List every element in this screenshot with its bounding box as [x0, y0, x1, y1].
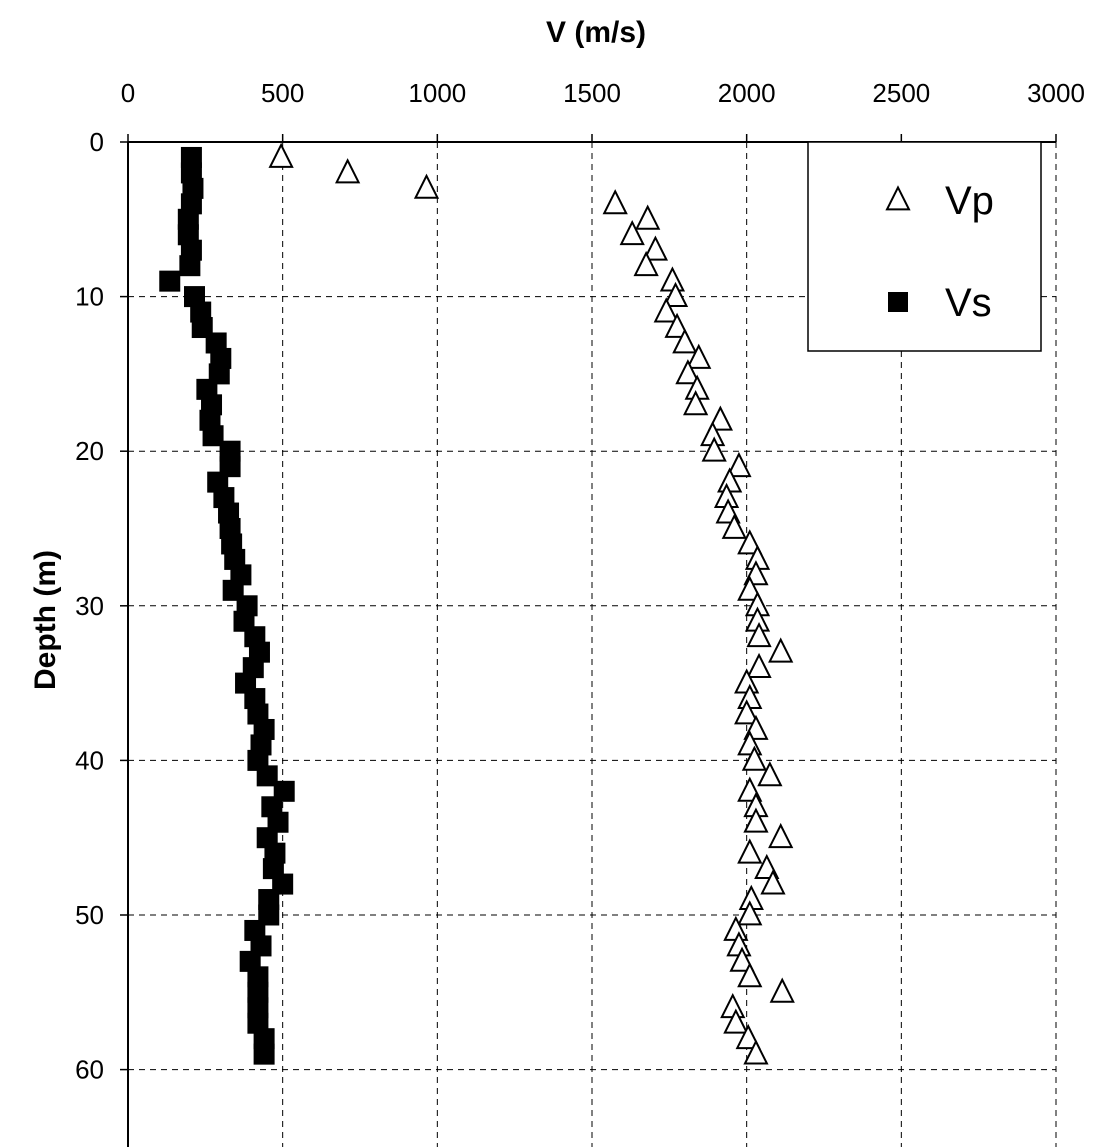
- vp-point: [707, 405, 733, 431]
- vp-point: [737, 900, 763, 926]
- vp-point: [726, 451, 752, 478]
- vp-point: [741, 745, 768, 771]
- x-axis-title: V (m/s): [546, 16, 646, 49]
- vs-point: [202, 425, 224, 447]
- vp-point: [743, 807, 769, 833]
- vp-point: [619, 219, 645, 246]
- vs-point: [253, 1043, 275, 1065]
- y-tick-label: 40: [75, 745, 104, 775]
- vp-point: [723, 1008, 749, 1034]
- vp-point: [720, 992, 746, 1019]
- vp-point: [746, 652, 772, 679]
- vp-point: [760, 869, 786, 895]
- legend-vp-marker: [885, 185, 911, 211]
- legend-box: [807, 141, 1042, 352]
- vp-point: [746, 621, 772, 648]
- y-tick-label: 10: [75, 282, 104, 312]
- vp-point: [737, 529, 763, 555]
- vs-point: [179, 255, 201, 277]
- y-tick-label: 50: [75, 900, 104, 930]
- vp-point: [683, 390, 709, 416]
- vp-point: [268, 142, 294, 168]
- vp-point: [737, 575, 763, 601]
- vs-point: [256, 765, 278, 787]
- data-points: [159, 142, 795, 1065]
- tick-labels: 0 500 1000 1500 2000 2500 3000 0 10 20 30 40 50 60: [75, 78, 1085, 1085]
- x-tick-label: 1000: [408, 78, 466, 108]
- x-tick-label: 1500: [563, 78, 621, 108]
- y-tick-label: 30: [75, 591, 104, 621]
- vp-point: [642, 235, 669, 261]
- vp-point: [672, 328, 698, 354]
- vp-point: [737, 838, 763, 864]
- vp-point: [664, 312, 690, 338]
- vp-point: [721, 513, 747, 539]
- legend: Vp Vs: [807, 141, 1042, 352]
- x-tick-label: 2500: [872, 78, 930, 108]
- vp-point: [633, 250, 659, 277]
- vp-point: [413, 173, 440, 199]
- vs-point: [159, 270, 181, 292]
- vp-point: [735, 1023, 761, 1050]
- y-tick-label: 20: [75, 436, 104, 466]
- vp-point: [335, 158, 361, 184]
- x-tick-label: 0: [121, 78, 135, 108]
- y-tick-label: 0: [90, 127, 104, 157]
- vp-point: [602, 189, 628, 215]
- vp-point: [662, 281, 689, 308]
- legend-label: Vs: [945, 281, 992, 325]
- vp-point: [701, 436, 727, 462]
- legend-vs-marker: [888, 292, 908, 312]
- vp-point: [768, 822, 794, 849]
- vp-point: [675, 359, 701, 385]
- vp-point: [659, 266, 686, 292]
- y-tick-label: 60: [75, 1055, 104, 1085]
- vp-point: [686, 343, 712, 369]
- vp-point: [729, 946, 755, 972]
- vp-point: [769, 977, 795, 1003]
- vp-point: [743, 1039, 769, 1065]
- vp-point: [734, 699, 760, 725]
- y-axis-title: Depth (m): [29, 550, 62, 690]
- x-tick-label: 2000: [718, 78, 776, 108]
- vp-point: [653, 297, 679, 323]
- vp-point: [737, 962, 763, 988]
- vp-point: [757, 761, 783, 787]
- x-tick-label: 3000: [1027, 78, 1085, 108]
- x-tick-label: 500: [261, 78, 304, 108]
- vp-point: [768, 637, 794, 663]
- legend-label: Vp: [945, 179, 994, 223]
- vp-point: [635, 204, 661, 230]
